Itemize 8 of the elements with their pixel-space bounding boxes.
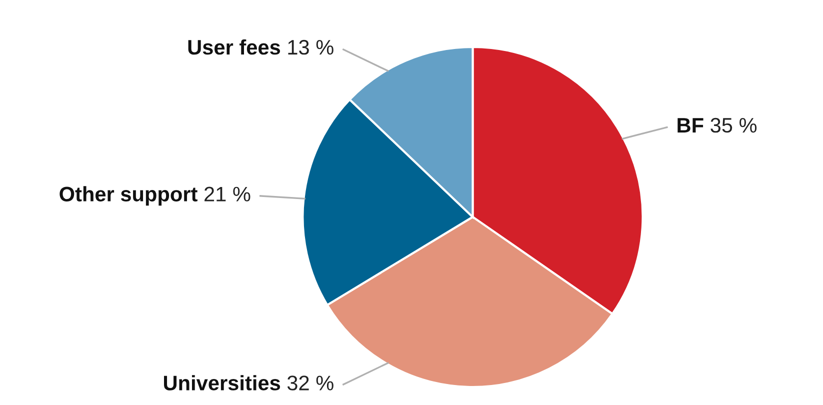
slice-label: Universities [164,375,280,390]
data-label: 13 % [288,40,334,55]
data-label: 32 % [287,376,334,390]
data-label: 35 % [710,118,757,133]
slice-label: BF [678,118,704,132]
slice-label: User fees [188,39,280,55]
slice-label: Other support [60,186,198,206]
data-label: 21 % [204,186,250,202]
